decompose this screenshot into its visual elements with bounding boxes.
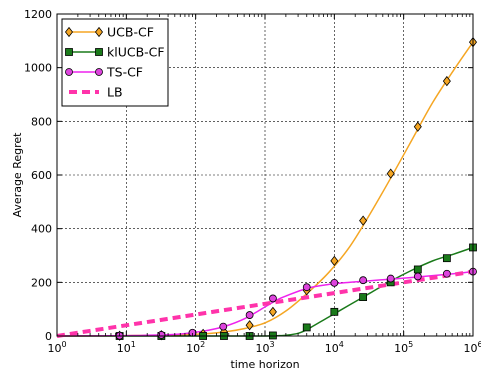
data-point-klucb-cf xyxy=(269,331,277,340)
data-point-ucb-cf xyxy=(413,121,422,132)
legend-marker-ucb-cf xyxy=(64,26,74,38)
y-tick-label: 1200 xyxy=(24,8,52,21)
legend-item-ucb-cf: UCB-CF xyxy=(64,25,154,40)
legend-label-klucb-cf: klUCB-CF xyxy=(107,45,165,60)
legend-item-ts-cf: TS-CF xyxy=(65,65,143,80)
data-point-klucb-cf xyxy=(413,265,422,274)
data-point-ts-cf xyxy=(269,294,277,303)
data-point-ucb-cf xyxy=(359,215,368,226)
data-point-ts-cf xyxy=(330,278,339,287)
legend-marker-ts-cf xyxy=(65,68,73,76)
y-tick-label: 0 xyxy=(45,330,52,343)
data-point-ucb-cf xyxy=(386,168,395,179)
legend-box xyxy=(61,18,169,107)
y-axis-label: Average Regret xyxy=(11,132,24,218)
x-tick-label: 101 xyxy=(117,340,136,355)
data-point-ts-cf xyxy=(442,269,451,278)
x-tick-label: 104 xyxy=(325,340,344,355)
x-tick-label: 100 xyxy=(47,340,66,355)
data-point-klucb-cf xyxy=(330,307,339,316)
legend-marker-klucb-cf xyxy=(65,48,73,56)
x-tick-label: 105 xyxy=(394,340,413,355)
x-axis-label: time horizon xyxy=(230,358,299,371)
data-point-ucb-cf xyxy=(245,320,254,331)
data-point-ts-cf xyxy=(386,274,395,283)
x-tick-label: 102 xyxy=(186,340,205,355)
data-point-ts-cf xyxy=(157,331,166,339)
y-tick-label: 800 xyxy=(31,115,52,128)
data-point-klucb-cf xyxy=(302,323,311,332)
legend-items: UCB-CF klUCB-CF TS-CF LB xyxy=(64,25,165,100)
ticks: 100 101 102 103 104 105 106 0 200 400 600 800 1000 12… xyxy=(24,8,481,355)
legend-item-klucb-cf: klUCB-CF xyxy=(65,45,165,60)
data-point-ucb-cf xyxy=(330,255,339,267)
x-tick-label: 103 xyxy=(255,340,274,355)
x-tick-label: 106 xyxy=(463,340,481,355)
y-tick-label: 400 xyxy=(31,223,52,236)
legend-label-ts-cf: TS-CF xyxy=(106,65,143,80)
grid xyxy=(57,14,473,336)
legend-label-lb: LB xyxy=(107,85,123,100)
data-point-ucb-cf xyxy=(268,306,277,318)
data-point-klucb-cf xyxy=(359,293,368,301)
data-point-ts-cf xyxy=(359,276,368,285)
legend-label-ucb-cf: UCB-CF xyxy=(107,25,154,40)
legend-item-lb: LB xyxy=(69,85,123,100)
y-tick-label: 200 xyxy=(31,276,52,289)
series-line-lb xyxy=(56,269,474,338)
series-line-ts-cf xyxy=(56,270,474,337)
y-tick-label: 600 xyxy=(31,169,52,182)
legend-marker-klucb-cf xyxy=(95,48,103,56)
data-point-ts-cf xyxy=(302,283,311,292)
data-point-ts-cf xyxy=(245,311,254,319)
legend-marker-ucb-cf xyxy=(94,26,104,38)
legend-marker-ts-cf xyxy=(95,68,103,76)
data-point-ts-cf xyxy=(219,322,228,331)
data-point-ts-cf xyxy=(413,272,422,281)
legend: UCB-CF klUCB-CF TS-CF LB xyxy=(61,18,169,107)
data-point-ucb-cf xyxy=(442,75,451,87)
y-tick-label: 1000 xyxy=(24,62,52,75)
data-point-klucb-cf xyxy=(442,254,451,263)
